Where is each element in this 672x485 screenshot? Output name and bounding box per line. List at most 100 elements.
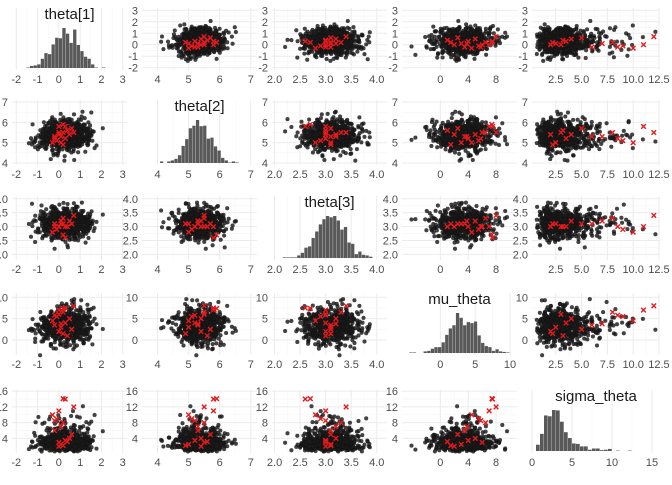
scatter-point <box>447 52 451 56</box>
y-tick-label: 2 <box>262 17 268 29</box>
y-tick-label: 0 <box>522 40 528 52</box>
scatter-point <box>315 127 319 131</box>
scatter-point <box>503 138 507 142</box>
scatter-point <box>295 145 299 149</box>
histogram-bar <box>196 120 199 163</box>
scatter-point <box>572 28 576 32</box>
scatter-point <box>203 31 207 35</box>
histogram-bar <box>203 126 206 163</box>
scatter-point <box>478 28 482 32</box>
scatter-point <box>573 45 577 49</box>
scatter-point <box>349 40 353 44</box>
scatter-point <box>615 40 619 44</box>
scatter-point <box>76 150 80 154</box>
scatter-point <box>80 115 84 119</box>
scatter-point <box>480 33 484 37</box>
x-tick-label: 0 <box>437 169 443 181</box>
scatter-point <box>318 34 322 38</box>
scatter-point <box>349 122 353 126</box>
scatter-point <box>423 35 427 39</box>
histogram-bar <box>102 67 105 68</box>
scatter-point <box>568 27 572 31</box>
scatter-point <box>332 157 336 161</box>
scatter-point <box>368 30 372 34</box>
scatter-point <box>455 143 459 147</box>
scatter-point <box>222 36 226 40</box>
scatter-point <box>44 132 48 136</box>
x-tick-label: 4 <box>154 169 160 181</box>
x-tick-label: 4.0 <box>369 74 384 86</box>
scatter-point <box>177 35 181 39</box>
histogram-bar <box>91 64 94 68</box>
scatter-point <box>413 53 417 57</box>
scatter-point <box>323 147 327 151</box>
histogram-bar <box>52 44 55 68</box>
scatter-point <box>601 30 605 34</box>
y-tick-label: -2 <box>258 63 268 75</box>
scatter-point <box>72 147 76 151</box>
x-tick-label: 5.0 <box>574 74 589 86</box>
scatter-point <box>450 116 454 120</box>
scatter-point <box>360 122 364 126</box>
scatter-point <box>320 112 324 116</box>
scatter-point <box>189 34 193 38</box>
scatter-point <box>368 135 372 139</box>
y-tick-label: 5 <box>2 138 8 150</box>
scatter-point <box>322 158 326 162</box>
scatter-point <box>312 133 316 137</box>
histogram-bar <box>232 161 235 163</box>
scatter-point <box>352 25 356 29</box>
scatter-point <box>548 34 552 38</box>
scatter-point <box>69 151 73 155</box>
x-tick-label: 7.5 <box>600 169 615 181</box>
y-tick-label: -1 <box>518 51 528 63</box>
scatter-point <box>473 57 477 61</box>
scatter-point <box>432 47 436 51</box>
scatter-point <box>27 141 31 145</box>
scatter-point <box>439 142 443 146</box>
scatter-point <box>444 147 448 151</box>
scatter-point <box>366 57 370 61</box>
scatter-point <box>315 118 319 122</box>
scatter-point <box>560 50 564 54</box>
scatter-point <box>338 154 342 158</box>
scatter-point <box>546 57 550 61</box>
y-tick-label: 0 <box>132 40 138 52</box>
scatter-point <box>556 36 560 40</box>
y-tick-label: 2 <box>522 17 528 29</box>
scatter-point <box>306 146 310 150</box>
y-tick-label: 3 <box>522 5 528 17</box>
y-tick-label: -1 <box>128 51 138 63</box>
scatter-point <box>344 139 348 143</box>
scatter-point <box>302 52 306 56</box>
scatter-point <box>205 27 209 31</box>
scatter-point <box>286 38 290 42</box>
histogram-bar <box>189 128 192 163</box>
scatter-point <box>546 39 550 43</box>
scatter-point <box>178 24 182 28</box>
scatter-point <box>295 56 299 60</box>
scatter-point <box>497 143 501 147</box>
scatter-point <box>438 131 442 135</box>
scatter-point <box>466 124 470 128</box>
scatter-point <box>161 47 165 51</box>
scatter-point <box>72 158 76 162</box>
scatter-point <box>608 52 612 56</box>
y-tick-label: 1 <box>132 28 138 40</box>
scatter-point <box>541 59 545 63</box>
scatter-point <box>542 50 546 54</box>
scatter-point <box>356 137 360 141</box>
scatter-point <box>597 35 601 39</box>
histogram-bar <box>214 146 217 163</box>
histogram-bar <box>62 28 65 68</box>
x-tick-label: 10.0 <box>622 169 643 181</box>
scatter-point <box>535 52 539 56</box>
histogram-bar <box>73 30 76 68</box>
scatter-point <box>427 135 431 139</box>
scatter-point <box>494 115 498 119</box>
scatter-point <box>326 50 330 54</box>
x-tick-label: 12.5 <box>648 74 669 86</box>
